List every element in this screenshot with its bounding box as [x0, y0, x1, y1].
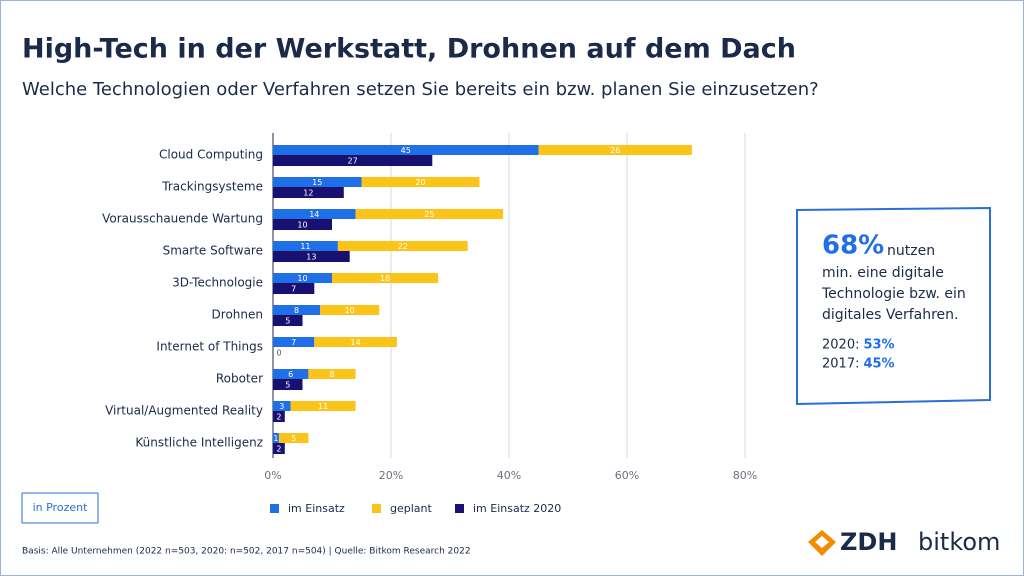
bar [308, 369, 356, 379]
bar [538, 145, 692, 155]
logo: bitkom [918, 528, 1000, 556]
bar [273, 379, 303, 390]
bar [273, 251, 350, 262]
value-label: 25 [424, 210, 434, 219]
callout-big: 68% [822, 231, 884, 261]
y-tick-label: Trackingsysteme [161, 180, 263, 194]
y-tick-label: Internet of Things [156, 340, 263, 354]
bar [320, 305, 380, 315]
y-tick-label: Cloud Computing [159, 148, 263, 162]
value-label: 5 [291, 434, 296, 443]
callout-line: digitales Verfahren. [822, 307, 959, 323]
value-label: 5 [285, 317, 290, 326]
bar [337, 241, 468, 251]
bar [273, 369, 309, 379]
chart-title: High-Tech in der Werkstatt, Drohnen auf … [22, 34, 796, 65]
value-label: 26 [610, 146, 620, 155]
unit-note: in Prozent [33, 501, 88, 514]
bar [273, 411, 285, 422]
bar [273, 337, 315, 347]
legend-swatch [372, 504, 381, 513]
value-label: 5 [285, 381, 290, 390]
bar [361, 177, 480, 187]
x-tick-label: 0% [264, 469, 281, 482]
bar [273, 433, 279, 443]
chart-subtitle: Welche Technologien oder Verfahren setze… [22, 79, 819, 100]
value-label: 8 [294, 306, 299, 315]
callout-year: 2020: [822, 338, 859, 353]
bar [273, 209, 356, 219]
value-label: 22 [398, 242, 408, 251]
legend-swatch [455, 504, 464, 513]
value-label: 11 [300, 242, 310, 251]
unit-box [21, 492, 99, 524]
callout-year: 2017: [822, 357, 859, 372]
bar [273, 155, 433, 166]
x-tick-label: 40% [497, 469, 521, 482]
legend-label: im Einsatz 2020 [473, 502, 561, 515]
value-label: 12 [303, 189, 313, 198]
value-label: 6 [288, 370, 293, 379]
bar [278, 433, 309, 443]
value-label: 7 [291, 338, 296, 347]
value-label: 20 [415, 178, 425, 187]
bar [273, 315, 303, 326]
callout-value: 53% [863, 338, 894, 353]
bar [273, 145, 539, 155]
value-label: 13 [306, 253, 316, 262]
value-label: 10 [297, 274, 307, 283]
value-label: 7 [291, 285, 296, 294]
value-label: 10 [345, 306, 355, 315]
callout-line: Technologie bzw. ein [821, 286, 966, 302]
bar [273, 443, 285, 454]
value-label: 45 [401, 146, 411, 155]
value-label: 18 [380, 274, 390, 283]
bar [273, 283, 315, 294]
y-tick-label: Virtual/Augmented Reality [105, 404, 263, 418]
value-label: 8 [329, 370, 334, 379]
x-tick-label: 60% [615, 469, 639, 482]
footnote: Basis: Alle Unternehmen (2022 n=503, 202… [22, 547, 471, 557]
y-tick-label: Drohnen [212, 308, 263, 322]
bar [332, 273, 439, 283]
value-label: 0 [276, 349, 281, 358]
value-label: 3 [279, 402, 284, 411]
y-tick-label: Vorausschauende Wartung [102, 212, 263, 226]
value-label: 11 [318, 402, 328, 411]
callout-line: min. eine digitale [822, 265, 944, 281]
value-label: 1 [273, 434, 278, 443]
value-label: 14 [351, 338, 361, 347]
y-tick-label: Roboter [216, 372, 263, 386]
callout-box [796, 206, 991, 406]
bar [314, 337, 397, 347]
x-tick-label: 20% [379, 469, 403, 482]
value-label: 27 [348, 157, 358, 166]
bar [290, 401, 356, 411]
value-label: 14 [309, 210, 319, 219]
callout-lead: nutzen [887, 243, 935, 259]
legend-label: im Einsatz [288, 502, 345, 515]
zdh-icon [808, 530, 836, 556]
callout-value: 45% [863, 357, 894, 372]
bar [273, 187, 344, 198]
x-tick-label: 80% [733, 469, 757, 482]
bar [273, 273, 332, 283]
bar [273, 305, 321, 315]
bar [273, 241, 338, 251]
value-label: 2 [276, 445, 281, 454]
value-label: 15 [312, 178, 322, 187]
bar [273, 219, 332, 230]
y-tick-label: Smarte Software [163, 244, 263, 258]
logo: ZDH [840, 528, 897, 556]
legend-label: geplant [390, 502, 433, 515]
bar [355, 209, 504, 219]
value-label: 10 [297, 221, 307, 230]
legend-swatch [270, 504, 279, 513]
y-tick-label: 3D-Technologie [172, 276, 263, 290]
value-label: 2 [276, 413, 281, 422]
y-tick-label: Künstliche Intelligenz [135, 436, 263, 450]
bar [273, 177, 362, 187]
bar [273, 401, 291, 411]
